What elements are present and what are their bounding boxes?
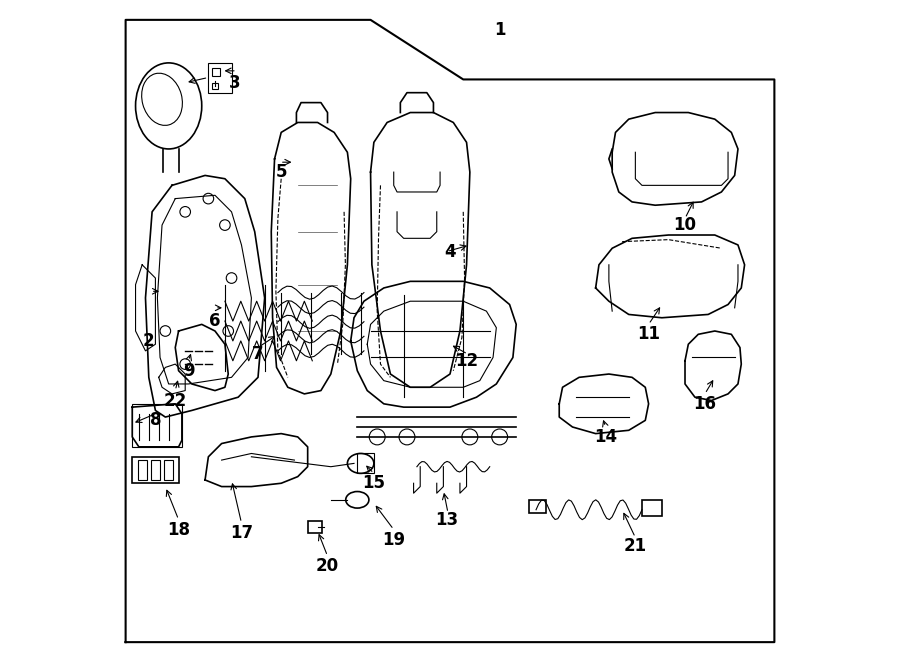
Text: 2: 2	[143, 332, 155, 350]
Text: 15: 15	[363, 474, 385, 493]
Bar	[212, 68, 220, 76]
Bar	[308, 521, 322, 533]
Bar	[151, 460, 160, 480]
Text: 19: 19	[382, 530, 405, 549]
Text: 16: 16	[693, 395, 716, 413]
Text: 4: 4	[445, 242, 455, 261]
Text: 22: 22	[164, 391, 187, 410]
Text: 20: 20	[316, 557, 339, 575]
Text: 8: 8	[149, 411, 161, 430]
Text: 5: 5	[275, 163, 287, 181]
Bar	[138, 460, 147, 480]
Bar	[212, 83, 219, 89]
Bar	[642, 500, 662, 516]
Text: 6: 6	[209, 312, 220, 330]
Text: 18: 18	[167, 520, 190, 539]
Text: 17: 17	[230, 524, 253, 542]
Text: 21: 21	[624, 537, 647, 555]
Text: 10: 10	[673, 216, 697, 234]
Text: 7: 7	[252, 345, 264, 363]
Bar	[357, 453, 374, 473]
Bar	[164, 460, 174, 480]
Text: 14: 14	[594, 428, 617, 446]
Bar	[209, 63, 231, 93]
Text: 11: 11	[637, 325, 660, 344]
Text: 3: 3	[229, 73, 240, 92]
Text: 13: 13	[435, 510, 458, 529]
Bar	[132, 457, 178, 483]
Text: 12: 12	[455, 352, 478, 370]
Text: 1: 1	[494, 21, 506, 39]
Bar	[529, 500, 546, 513]
Bar	[132, 404, 182, 447]
Text: 9: 9	[183, 361, 194, 380]
